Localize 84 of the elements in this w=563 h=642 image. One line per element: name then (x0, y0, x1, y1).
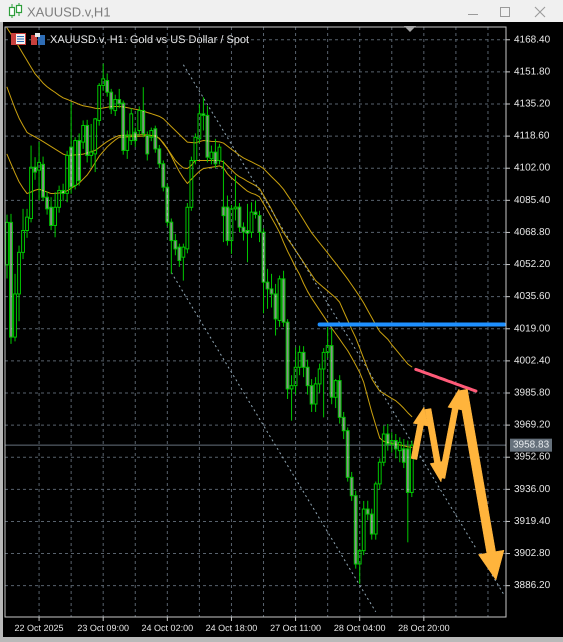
candlestick (169, 218, 174, 274)
candlestick (270, 273, 274, 308)
candlestick (105, 72, 110, 98)
y-tick-label: 4151.80 (514, 66, 551, 78)
x-tick-label: 24 Oct 18:00 (206, 623, 258, 633)
candlestick (226, 194, 230, 246)
candlestick (153, 125, 158, 154)
y-tick-label: 4085.40 (514, 194, 551, 206)
ref-line-label: 3958.83 (513, 440, 550, 451)
candlestick (258, 210, 262, 243)
candlestick (77, 132, 82, 186)
candlestick (242, 222, 246, 242)
chart-title: XAUUSD.v,H1 (27, 4, 111, 20)
y-tick-label: 4035.60 (514, 291, 551, 302)
y-tick-label: 3952.60 (514, 452, 551, 463)
candlestick (350, 471, 354, 502)
x-tick-label: 27 Oct 11:00 (270, 623, 322, 633)
x-tick-label: 22 Oct 2025 (14, 623, 64, 633)
candlestick (394, 434, 398, 459)
line-series (6, 27, 412, 368)
candlestick (206, 105, 210, 163)
candlestick (230, 204, 234, 254)
candlestick (346, 426, 350, 482)
candlestick (294, 346, 298, 396)
y-tick-label: 4102.00 (514, 162, 551, 174)
candlestick (406, 440, 410, 543)
candlestick (302, 346, 306, 378)
candlestick (310, 378, 314, 412)
line-series (170, 272, 376, 612)
candlestick (69, 102, 74, 194)
x-tick-label: 23 Oct 09:00 (77, 623, 129, 633)
candlestick (402, 438, 406, 469)
y-tick-label: 3985.80 (514, 387, 551, 398)
candlestick (121, 100, 126, 156)
y-tick-label: 3936.00 (514, 484, 551, 495)
candlestick (246, 203, 250, 263)
candlestick (330, 328, 334, 405)
candlestick (5, 214, 9, 279)
candlestick (49, 196, 53, 231)
text: XAUUSD.v, H1: Gold vs US Dollar / Spot (50, 34, 250, 46)
candlestick (37, 142, 41, 202)
candlestick (398, 436, 402, 463)
y-tick-label: 3969.20 (514, 420, 551, 431)
line-series (414, 368, 478, 393)
x-tick-label: 28 Oct 04:00 (334, 623, 386, 633)
candlestick (306, 359, 310, 396)
candlestick (266, 268, 270, 310)
candlestick (173, 233, 178, 256)
candlestick (161, 160, 166, 192)
x-tick-label: 28 Oct 20:00 (398, 623, 450, 633)
y-tick-label: 4052.20 (514, 259, 551, 270)
candlestick (45, 190, 49, 216)
candlestick (386, 423, 390, 452)
y-tick-label: 3919.40 (514, 516, 551, 527)
candlestick (354, 490, 358, 570)
y-tick-label: 4168.40 (514, 34, 551, 46)
y-tick-label: 3902.80 (514, 548, 551, 560)
candlestick (238, 202, 242, 233)
candlestick (342, 411, 346, 440)
candlestick (322, 348, 326, 418)
y-tick-label: 4118.60 (514, 130, 550, 142)
candlestick (141, 86, 146, 138)
y-tick-label: 4019.00 (514, 323, 551, 334)
candlestick (145, 130, 150, 161)
candlestick (165, 183, 170, 227)
y-tick-label: 4135.20 (514, 98, 551, 110)
candlestick (370, 508, 374, 540)
candlestick (286, 318, 290, 400)
candlestick (53, 192, 58, 238)
candlestick (282, 270, 286, 328)
candlestick (177, 243, 182, 268)
x-tick-label: 24 Oct 02:00 (142, 623, 194, 633)
candlestick (390, 432, 394, 454)
candlestick (262, 228, 266, 314)
y-tick-label: 4068.80 (514, 226, 551, 238)
candlestick (81, 120, 86, 150)
candlestick (109, 88, 114, 115)
candlestick (9, 213, 13, 344)
candlestick (85, 119, 90, 163)
candlestick (338, 374, 342, 424)
y-tick-label: 4002.40 (514, 355, 551, 366)
y-tick-label: 3886.20 (514, 580, 551, 592)
candlestick (41, 156, 45, 202)
candlestick (250, 202, 254, 238)
